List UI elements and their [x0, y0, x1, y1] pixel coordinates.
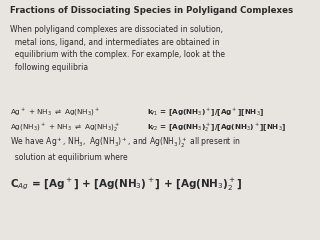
Text: k$_{f1}$ = [Ag(NH$_3$)$^+$]/[Ag$^+$][NH$_3$]: k$_{f1}$ = [Ag(NH$_3$)$^+$]/[Ag$^+$][NH$… — [147, 107, 264, 119]
Text: Ag$^+$ + NH$_3$ $\rightleftharpoons$ Ag(NH$_3$)$^+$: Ag$^+$ + NH$_3$ $\rightleftharpoons$ Ag(… — [10, 107, 100, 118]
Text: When polyligand complexes are dissociated in solution,
  metal ions, ligand, and: When polyligand complexes are dissociate… — [10, 25, 225, 72]
Text: Fractions of Dissociating Species in Polyligand Complexes: Fractions of Dissociating Species in Pol… — [10, 6, 293, 15]
Text: We have Ag$^+$, NH$_3$,  Ag(NH$_3$)$^+$, and Ag(NH$_3$)$_2^+$ all present in
  s: We have Ag$^+$, NH$_3$, Ag(NH$_3$)$^+$, … — [10, 136, 240, 162]
Text: C$_{Ag}$ = [Ag$^+$] + [Ag(NH$_3$)$^+$] + [Ag(NH$_3$)$_2^+$]: C$_{Ag}$ = [Ag$^+$] + [Ag(NH$_3$)$^+$] +… — [10, 176, 242, 192]
Text: k$_{f2}$ = [Ag(NH$_3$)$_2^+$]/[Ag(NH$_3$)$^+$][NH$_3$]: k$_{f2}$ = [Ag(NH$_3$)$_2^+$]/[Ag(NH$_3$… — [147, 121, 286, 133]
Text: Ag(NH$_3$)$^+$ + NH$_3$ $\rightleftharpoons$ Ag(NH$_3$)$_2^+$: Ag(NH$_3$)$^+$ + NH$_3$ $\rightleftharpo… — [10, 121, 120, 133]
